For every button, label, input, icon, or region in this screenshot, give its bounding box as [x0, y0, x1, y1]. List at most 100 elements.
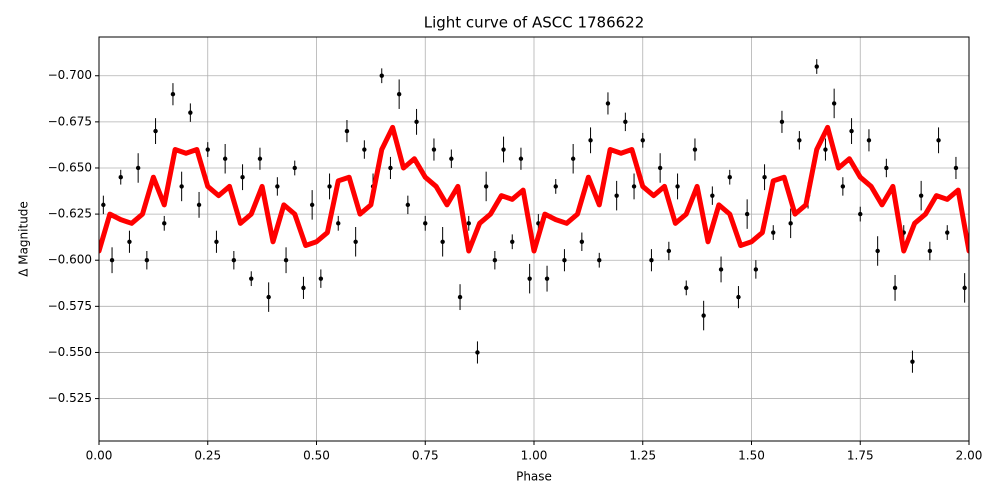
data-point	[657, 165, 663, 171]
data-point	[936, 138, 941, 143]
data-point	[849, 128, 854, 134]
data-point	[840, 184, 846, 189]
y-axis-label: Δ Magnitude	[17, 201, 31, 277]
data-point	[527, 276, 532, 281]
data-point	[257, 156, 263, 161]
data-point	[858, 211, 863, 217]
data-point	[266, 294, 271, 300]
data-point	[884, 165, 889, 171]
x-tick-label: 1.75	[847, 449, 874, 463]
data-point	[570, 156, 576, 161]
data-point	[275, 184, 280, 189]
data-point	[562, 258, 567, 263]
data-point	[579, 239, 585, 244]
data-point	[222, 156, 228, 161]
y-tick-label: −0.675	[48, 114, 92, 128]
data-point	[440, 239, 445, 244]
x-tick-label: 1.00	[521, 449, 548, 463]
data-point	[109, 258, 115, 263]
data-point	[605, 101, 611, 106]
plot-area	[99, 59, 969, 373]
data-point	[597, 258, 602, 263]
data-point	[423, 221, 428, 226]
ticks: 0.00 0.25 0.50 0.75 1.00 1.25 1.50 1.75 2.00 −0.7…	[48, 68, 983, 462]
x-axis-label: Phase	[516, 470, 552, 484]
data-point	[614, 193, 619, 198]
data-point	[649, 258, 654, 263]
data-point	[623, 119, 628, 125]
data-point	[788, 221, 793, 226]
data-point	[945, 230, 950, 235]
data-point	[240, 175, 245, 180]
x-tick-label: 0.25	[194, 449, 221, 463]
y-tick-label: −0.625	[48, 207, 92, 221]
x-tick-label: 0.75	[412, 449, 439, 463]
data-point	[927, 248, 933, 254]
data-point	[744, 211, 750, 217]
data-point	[631, 184, 637, 189]
data-point	[196, 202, 202, 208]
data-point	[501, 147, 506, 152]
x-tick-label: 1.50	[738, 449, 765, 463]
data-point	[249, 276, 254, 281]
data-point	[362, 147, 367, 152]
data-point	[910, 359, 915, 364]
data-point	[710, 193, 715, 198]
data-point	[823, 147, 828, 152]
x-tick-label: 2.00	[956, 449, 983, 463]
data-point	[762, 175, 767, 180]
y-tick-label: −0.525	[48, 391, 92, 405]
data-point	[814, 64, 819, 69]
data-point	[483, 184, 489, 189]
data-point	[640, 138, 645, 143]
data-point	[892, 285, 898, 291]
data-point	[336, 221, 341, 226]
data-point	[309, 202, 315, 208]
data-point	[510, 239, 515, 244]
data-point	[753, 267, 759, 272]
data-point	[692, 147, 698, 152]
binned-curve	[99, 124, 969, 254]
data-point	[675, 184, 680, 189]
data-point	[918, 193, 924, 198]
data-point	[553, 184, 558, 189]
data-point	[736, 294, 741, 300]
data-point	[205, 147, 210, 152]
data-point	[492, 258, 498, 263]
data-point	[214, 239, 219, 244]
data-point	[727, 175, 732, 180]
data-point	[449, 156, 454, 161]
data-point	[831, 101, 837, 106]
data-point	[405, 202, 411, 208]
data-point	[588, 138, 593, 143]
data-point	[144, 258, 150, 263]
data-point	[797, 138, 802, 143]
data-point	[344, 128, 350, 134]
y-tick-label: −0.650	[48, 160, 92, 174]
data-point	[544, 276, 550, 281]
data-point	[231, 258, 237, 263]
data-point	[684, 285, 689, 291]
y-tick-label: −0.600	[48, 253, 92, 267]
data-point	[388, 165, 393, 171]
data-point	[431, 147, 437, 152]
data-point	[457, 294, 463, 300]
x-tick-label: 1.25	[629, 449, 656, 463]
data-point	[179, 184, 184, 189]
data-point	[301, 285, 306, 291]
data-point	[292, 165, 297, 171]
data-point	[414, 119, 419, 125]
data-point	[396, 91, 402, 97]
data-point	[153, 128, 158, 134]
data-point	[701, 313, 706, 318]
x-tick-label: 0.50	[303, 449, 330, 463]
chart-title: Light curve of ASCC 1786622	[424, 14, 645, 32]
data-point	[283, 258, 289, 263]
data-point	[327, 184, 332, 189]
data-point	[353, 239, 358, 244]
data-point	[475, 350, 480, 355]
y-tick-label: −0.550	[48, 345, 92, 359]
data-point	[170, 91, 176, 97]
